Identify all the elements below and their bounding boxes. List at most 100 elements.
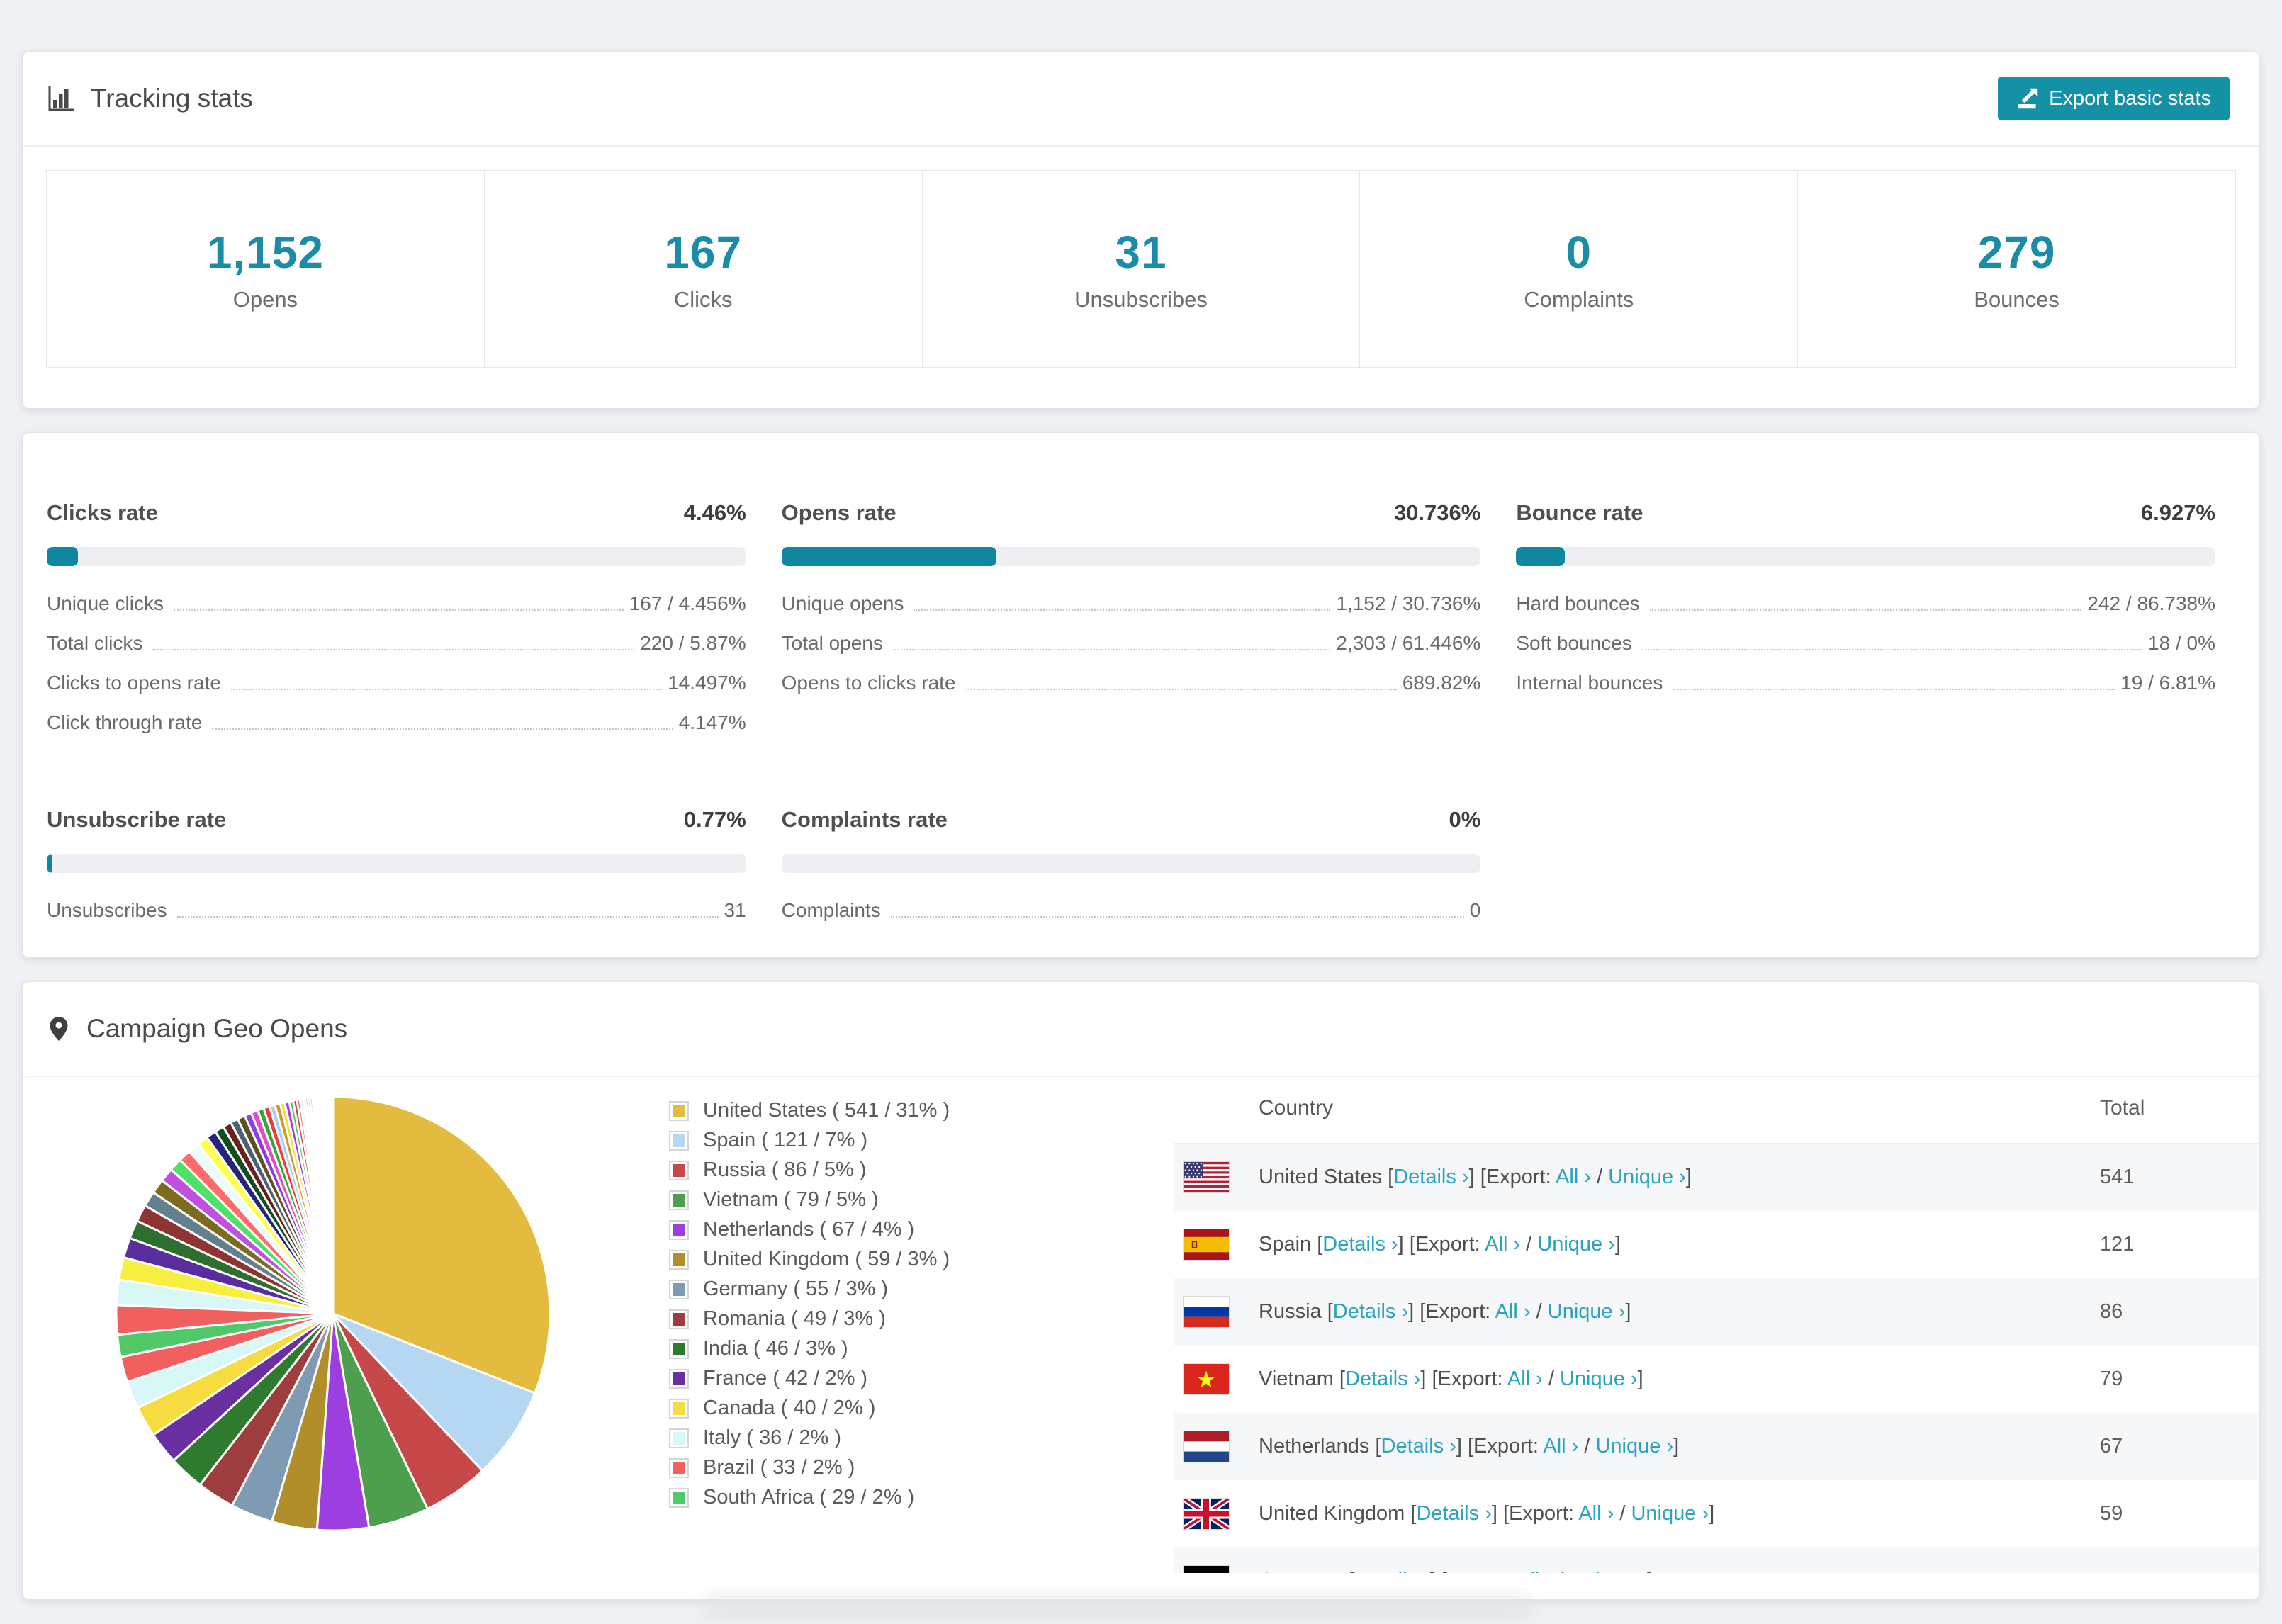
export-unique-link[interactable]: Unique ›: [1537, 1233, 1615, 1256]
legend-label: Canada ( 40 / 2% ): [703, 1397, 876, 1419]
export-all-link[interactable]: All ›: [1543, 1435, 1579, 1457]
export-all-link[interactable]: All ›: [1485, 1233, 1521, 1256]
legend-item-united-kingdom[interactable]: United Kingdom ( 59 / 3% ): [669, 1248, 950, 1270]
rate-head: Complaints rate 0%: [782, 807, 1481, 833]
rate-row-label: Internal bounces: [1516, 672, 1663, 694]
export-all-link[interactable]: All ›: [1556, 1166, 1592, 1188]
dotted-leader: [914, 609, 1331, 611]
stat-value: 0: [1566, 226, 1592, 278]
legend-item-spain[interactable]: Spain ( 121 / 7% ): [669, 1129, 950, 1151]
geo-pie-chart[interactable]: [113, 1094, 553, 1533]
legend-label: Germany ( 55 / 3% ): [703, 1278, 889, 1300]
rate-title: Opens rate: [781, 500, 896, 525]
legend-label: United Kingdom ( 59 / 3% ): [703, 1248, 950, 1270]
legend-item-france[interactable]: France ( 42 / 2% ): [669, 1367, 950, 1389]
pie-slice-spain[interactable]: [332, 1312, 536, 1472]
rate-progress-fill: [47, 547, 78, 566]
flag-us-icon: [1184, 1162, 1229, 1192]
country-name: United Kingdom: [1259, 1502, 1405, 1525]
dotted-leader: [1641, 649, 2143, 650]
stat-card-unsubscribes: 31 Unsubscribes: [921, 170, 1361, 368]
rate-title: Clicks rate: [47, 500, 158, 525]
export-basic-stats-button[interactable]: Export basic stats: [1998, 77, 2230, 120]
country-name: Netherlands: [1259, 1435, 1370, 1457]
rate-row-value: 1,152 / 30.736%: [1336, 592, 1481, 614]
stat-label: Bounces: [1974, 286, 2059, 312]
flag-gb-icon: [1184, 1499, 1229, 1529]
tracking-stats-title-row: Tracking stats: [47, 84, 253, 113]
details-link[interactable]: Details ›: [1332, 1300, 1409, 1323]
export-icon: [2018, 88, 2038, 109]
rate-value: 6.927%: [2140, 500, 2215, 525]
rate-row-label: Soft bounces: [1516, 632, 1632, 654]
map-pin-icon: [50, 1017, 68, 1041]
export-all-link[interactable]: All ›: [1495, 1300, 1531, 1323]
export-unique-link[interactable]: Unique ›: [1631, 1502, 1709, 1525]
export-all-link[interactable]: All ›: [1578, 1502, 1614, 1525]
country-cell: Spain [Details ›] [Export: All › / Uniqu…: [1259, 1233, 1621, 1256]
details-link[interactable]: Details ›: [1381, 1435, 1456, 1457]
legend-label: Brazil ( 33 / 2% ): [703, 1456, 855, 1479]
flag-nl-icon: [1184, 1431, 1229, 1462]
export-unique-link[interactable]: Unique ›: [1547, 1300, 1626, 1323]
dotted-leader: [965, 689, 1397, 690]
legend-item-india[interactable]: India ( 46 / 3% ): [669, 1337, 950, 1360]
details-link[interactable]: Details ›: [1345, 1368, 1421, 1390]
country-cell: Vietnam [Details ›] [Export: All › / Uni…: [1259, 1368, 1643, 1390]
bottom-scroll-shadow: [702, 1598, 1534, 1619]
export-unique-link[interactable]: Unique ›: [1569, 1569, 1647, 1573]
legend-item-south-africa[interactable]: South Africa ( 29 / 2% ): [669, 1486, 950, 1509]
rates-card: Clicks rate 4.46% Unique clicks 167 / 4.456…: [22, 432, 2260, 958]
legend-item-canada[interactable]: Canada ( 40 / 2% ): [669, 1397, 950, 1419]
export-all-link[interactable]: All ›: [1517, 1569, 1552, 1573]
stat-value: 167: [664, 226, 743, 278]
country-flag-cell: [1174, 1431, 1259, 1462]
legend-label: Russia ( 86 / 5% ): [703, 1158, 867, 1181]
rate-progress-bar: [1516, 547, 2215, 566]
details-link[interactable]: Details ›: [1354, 1569, 1429, 1573]
country-total: 541: [2100, 1166, 2135, 1188]
country-name: Spain: [1259, 1233, 1312, 1256]
geo-header-total: Total: [2100, 1096, 2145, 1120]
rate-value: 0%: [1449, 807, 1481, 832]
rate-progress-bar: [781, 854, 1481, 873]
dotted-leader: [890, 916, 1464, 918]
rate-row-value: 0: [1469, 899, 1481, 921]
country-total: 79: [2100, 1368, 2123, 1390]
dotted-leader: [1673, 689, 2115, 690]
stats-row: 1,152 Opens 167 Clicks 31 Unsubscribes 0 Compla…: [46, 170, 2236, 368]
export-all-link[interactable]: All ›: [1507, 1368, 1543, 1390]
stat-label: Unsubscribes: [1074, 286, 1208, 312]
page-title: Tracking stats: [91, 84, 253, 113]
pie-slice-united-states[interactable]: [332, 1095, 551, 1394]
legend-item-germany[interactable]: Germany ( 55 / 3% ): [669, 1278, 950, 1300]
legend-item-united-states[interactable]: United States ( 541 / 31% ): [669, 1099, 950, 1122]
rate-row-label: Total opens: [781, 632, 883, 654]
export-unique-link[interactable]: Unique ›: [1595, 1435, 1674, 1457]
legend-item-netherlands[interactable]: Netherlands ( 67 / 4% ): [669, 1218, 950, 1241]
legend-swatch: [669, 1487, 689, 1508]
details-link[interactable]: Details ›: [1393, 1166, 1469, 1188]
export-unique-link[interactable]: Unique ›: [1608, 1166, 1686, 1188]
rate-row-value: 220 / 5.87%: [640, 632, 746, 654]
legend-item-vietnam[interactable]: Vietnam ( 79 / 5% ): [669, 1188, 950, 1211]
details-link[interactable]: Details ›: [1322, 1233, 1398, 1256]
rate-value: 30.736%: [1393, 500, 1481, 525]
rate-row-label: Opens to clicks rate: [781, 672, 956, 694]
country-flag-cell: [1174, 1297, 1259, 1327]
legend-item-brazil[interactable]: Brazil ( 33 / 2% ): [669, 1456, 950, 1479]
details-link[interactable]: Details ›: [1416, 1502, 1492, 1525]
legend-swatch: [669, 1309, 689, 1329]
country-total: 55: [2100, 1569, 2259, 1573]
rate-row-label: Total clicks: [47, 632, 143, 654]
rate-row-click-through-rate: Click through rate 4.147%: [47, 711, 746, 735]
export-unique-link[interactable]: Unique ›: [1559, 1368, 1638, 1390]
legend-swatch: [669, 1398, 689, 1419]
legend-item-russia[interactable]: Russia ( 86 / 5% ): [669, 1158, 950, 1181]
export-button-label: Export basic stats: [2049, 86, 2211, 110]
rate-row-label: Click through rate: [47, 711, 203, 733]
geo-table: Country Total United States [Details ›] …: [1174, 1073, 2259, 1573]
legend-item-italy[interactable]: Italy ( 36 / 2% ): [669, 1426, 950, 1449]
legend-item-romania[interactable]: Romania ( 49 / 3% ): [669, 1307, 950, 1330]
flag-vn-icon: [1184, 1364, 1229, 1394]
